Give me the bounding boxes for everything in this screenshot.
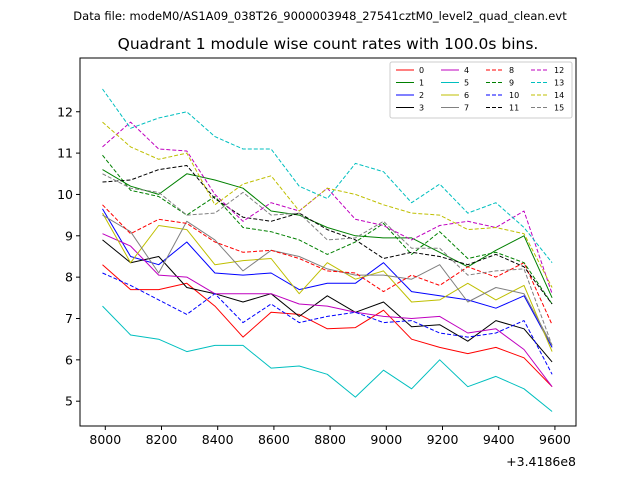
legend-label-5: 5 <box>464 79 469 88</box>
series-line-12 <box>102 121 553 294</box>
series-line-14 <box>102 121 553 288</box>
y-tick-label: 9 <box>65 228 73 243</box>
y-tick-label: 8 <box>65 270 73 285</box>
series-line-8 <box>102 204 553 325</box>
legend-label-7: 7 <box>464 104 469 113</box>
x-tick-label: 8800 <box>314 432 346 447</box>
legend-label-11: 11 <box>509 104 519 113</box>
legend-label-6: 6 <box>464 91 469 100</box>
x-tick-label: 8000 <box>89 432 121 447</box>
suptitle: Data file: modeM0/AS1A09_038T26_90000039… <box>73 9 567 23</box>
series-line-9 <box>102 154 553 305</box>
series-line-5 <box>102 305 553 412</box>
legend-label-15: 15 <box>554 104 564 113</box>
legend-label-8: 8 <box>509 66 514 75</box>
series-line-10 <box>102 272 553 375</box>
series-line-2 <box>102 208 553 348</box>
legend-label-13: 13 <box>554 79 564 88</box>
y-tick-label: 12 <box>57 104 73 119</box>
series-line-4 <box>102 233 553 388</box>
series-line-3 <box>102 239 553 363</box>
y-tick-label: 10 <box>57 187 73 202</box>
y-tick-label: 11 <box>57 146 73 161</box>
series-line-15 <box>102 173 553 346</box>
x-tick-label: 9600 <box>539 432 571 447</box>
series-line-1 <box>102 169 553 299</box>
legend-label-1: 1 <box>419 79 424 88</box>
legend-label-3: 3 <box>419 104 424 113</box>
legend-box <box>389 61 573 119</box>
legend-label-4: 4 <box>464 66 469 75</box>
series-line-7 <box>102 214 553 346</box>
series-line-11 <box>102 165 553 305</box>
legend-label-2: 2 <box>419 91 424 100</box>
legend-label-10: 10 <box>509 91 519 100</box>
series-line-6 <box>102 212 553 352</box>
x-offset-label: +3.4186e8 <box>506 454 576 469</box>
legend-label-9: 9 <box>509 79 514 88</box>
axes-frame <box>79 57 577 427</box>
y-tick-label: 5 <box>65 394 73 409</box>
y-tick-label: 7 <box>65 311 73 326</box>
legend-label-14: 14 <box>554 91 564 100</box>
x-tick-label: 8600 <box>258 432 290 447</box>
series-line-0 <box>102 264 553 388</box>
plot-area: 8000 8200 8400 8600 8800 9000 9200 9400 9600 5 6 7 8… <box>57 57 577 447</box>
series-line-13 <box>102 88 553 264</box>
chart-title: Quadrant 1 module wise count rates with … <box>118 35 539 53</box>
x-tick-label: 9200 <box>427 432 459 447</box>
x-tick-label: 9000 <box>370 432 402 447</box>
x-tick-label: 8400 <box>202 432 234 447</box>
x-tick-label: 8200 <box>146 432 178 447</box>
y-tick-label: 6 <box>65 352 73 367</box>
legend-label-0: 0 <box>419 66 424 75</box>
x-tick-label: 9400 <box>483 432 515 447</box>
legend-label-12: 12 <box>554 66 564 75</box>
